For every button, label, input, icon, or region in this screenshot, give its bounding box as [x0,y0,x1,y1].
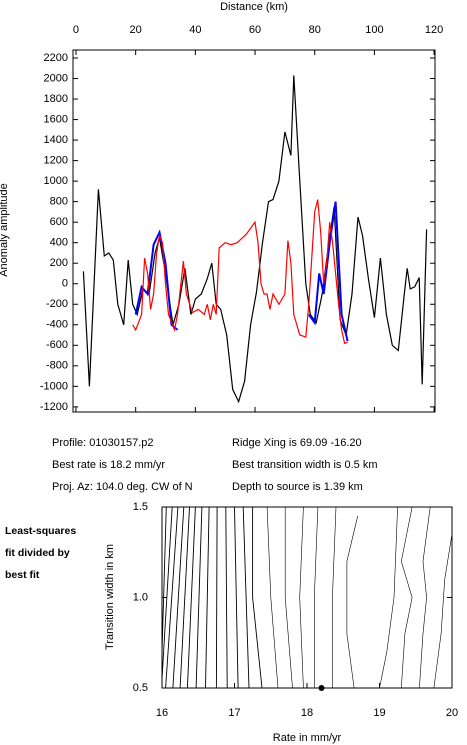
data-line [134,201,349,342]
annotation: Best transition width is 0.5 km [232,459,378,471]
x-tick-label: 18 [301,707,313,719]
x-tick-label: 80 [309,24,321,36]
x-tick-label: 120 [425,24,443,36]
y-tick-label: 800 [50,196,68,208]
y-tick-label: 1600 [44,113,68,125]
annotation: Proj. Az: 104.0 deg. CW of N [52,481,193,493]
plot-frame [161,506,453,689]
side-title: fit divided by [5,547,70,559]
x-tick-label: 20 [446,707,458,719]
y-tick-label: -200 [46,298,68,310]
x-tick-label: 100 [365,24,383,36]
annotation: Best rate is 18.2 mm/yr [52,459,165,471]
y-tick-label: 1400 [44,134,68,146]
contour-line [161,506,173,680]
x-tick-label: 19 [373,707,385,719]
y-tick-label: -600 [46,339,68,351]
contour-line [179,506,190,689]
x-tick-label: 60 [249,24,261,36]
y-axis-title: Anomaly amplitude [0,183,10,277]
data-line [82,75,428,404]
x-tick-label: 20 [130,24,142,36]
y-tick-label: 1200 [44,155,68,167]
contour-line [379,506,398,689]
contour-line [161,506,167,652]
data-line [132,199,348,345]
best-fit-point [318,685,325,691]
contour-line [314,506,319,688]
contour-line [419,506,431,689]
annotation: Depth to source is 1.39 km [232,481,363,493]
x-axis-title: Distance (km) [220,1,288,13]
contour-line [332,506,337,688]
x-tick-label: 17 [228,707,240,719]
y-tick-label: 1.0 [133,591,148,603]
y-tick-label: 1000 [44,175,68,187]
y-tick-label: -800 [46,360,68,372]
side-title: Least-squares [5,525,76,537]
contour-line [225,506,228,689]
x-tick-label: 0 [73,24,79,36]
contour-line [165,506,179,689]
y-tick-label: 1.5 [133,501,148,513]
y-tick-label: 0 [62,278,68,290]
contour-line [346,515,358,689]
contour-line [284,507,293,689]
y-tick-label: -1000 [40,380,68,392]
contour-line [252,507,263,689]
contour-line [400,506,413,689]
annotation: Profile: 01030157.p2 [52,437,154,449]
y-axis-title: Transition width in km [104,544,116,650]
contour-line [172,506,185,689]
side-title: best fit [5,569,40,581]
x-tick-label: 40 [189,24,201,36]
contour-line [266,506,279,689]
contour-line [186,506,196,689]
y-tick-label: 600 [50,216,68,228]
y-tick-label: 2000 [44,72,68,84]
plot-frame [72,49,436,413]
contour-line [215,506,218,689]
y-tick-label: 2200 [44,52,68,64]
y-tick-label: -1200 [40,401,68,413]
annotation: Ridge Xing is 69.09 -16.20 [232,437,362,449]
contour-line [242,506,250,689]
contour-line [205,506,210,689]
contour-line [433,534,453,689]
contour-line [195,506,203,689]
contour-line [234,506,239,689]
contour-line [299,506,304,689]
y-tick-label: 200 [50,257,68,269]
y-tick-label: 400 [50,237,68,249]
y-tick-label: 1800 [44,93,68,105]
y-tick-label: 0.5 [133,682,148,694]
y-tick-label: -400 [46,319,68,331]
x-axis-title: Rate in mm/yr [273,732,342,744]
x-tick-label: 16 [156,707,168,719]
